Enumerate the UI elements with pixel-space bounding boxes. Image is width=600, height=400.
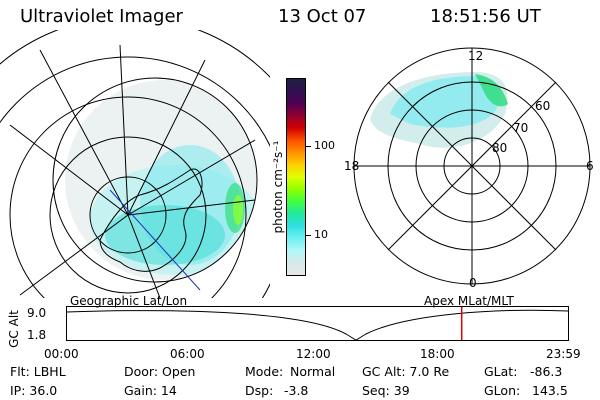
mlt-label-0: 0 [469,276,477,290]
colorbar-label-100: 100 [314,139,335,152]
mlt-label-18: 18 [344,159,359,173]
timeline-altitude-curve [66,309,569,341]
status-mode-label: Mode: [245,364,284,379]
status-filter: Flt: LBHL [10,364,66,379]
timeline-xtick-0600: 06:00 [170,347,205,361]
colorbar-tick-10 [305,235,311,236]
colorbar-unit-label: photon cm⁻²s⁻¹ [271,140,285,234]
status-glat-label: GLat: [484,364,518,379]
timeline-right-label: Apex MLat/MLT [424,294,514,308]
timeline-xtick-0000: 00:00 [44,347,79,361]
status-gain: Gain: 14 [124,383,177,398]
colorbar-label-10: 10 [314,228,328,241]
colorbar-tick-100 [305,146,311,147]
timeline-frame [66,306,569,341]
status-door: Door: Open [124,364,196,379]
geo-emission-haze [65,80,257,280]
timeline-left-label: Geographic Lat/Lon [70,294,188,308]
polar-grid [353,47,591,285]
status-glon-value: 143.5 [532,383,568,398]
timeline-axis-title: GC Alt [7,310,21,348]
timeline-ytick-1-8: 1.8 [27,328,47,342]
mlat-label-60: 60 [535,99,550,113]
timeline-ytick-9: 9.0 [27,306,47,320]
status-ip: IP: 36.0 [10,383,58,398]
status-glon-label: GLon: [484,383,521,398]
geo-graticule [0,30,270,298]
timeline-plot [66,306,569,341]
geo-coastline [99,168,203,272]
mlat-label-80: 80 [492,141,507,155]
status-seq: Seq: 39 [362,383,410,398]
mlat-label-70: 70 [513,121,528,135]
colorbar [286,78,306,276]
instrument-title: Ultraviolet Imager [20,6,183,27]
timeline-xtick-1800: 18:00 [420,347,455,361]
mlt-label-12: 12 [468,49,483,63]
status-gc-alt: GC Alt: 7.0 Re [362,364,450,379]
status-mode-value: Normal [290,364,336,379]
geo-track-line [109,189,201,291]
status-dsp-label: Dsp: [245,383,274,398]
geographic-image [0,30,270,298]
timeline-xtick-2359: 23:59 [546,347,581,361]
status-glat-value: -86.3 [530,364,563,379]
timeline-xtick-1200: 12:00 [296,347,331,361]
date-label: 13 Oct 07 [278,6,367,27]
time-label: 18:51:56 UT [430,6,541,27]
status-dsp-value: -3.8 [284,383,309,398]
colorbar-gradient [287,79,305,275]
polar-plot: 12 18 6 0 60 70 80 [344,47,594,290]
mlt-label-6: 6 [586,159,594,173]
